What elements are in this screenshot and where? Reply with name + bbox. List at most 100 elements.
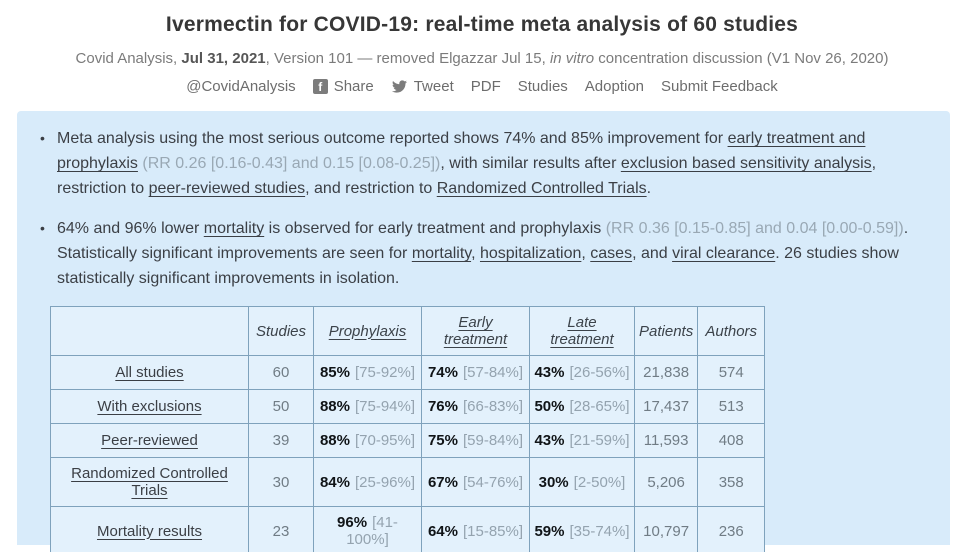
inline-link[interactable]: exclusion based sensitivity analysis bbox=[620, 155, 872, 172]
studies-count: 23 bbox=[248, 506, 314, 552]
column-header-label[interactable]: Late treatment bbox=[550, 314, 614, 348]
improvement-percent: 59% bbox=[534, 522, 565, 540]
column-header-label[interactable]: Prophylaxis bbox=[328, 322, 407, 340]
column-header-label[interactable]: Early treatment bbox=[443, 314, 508, 348]
row-label-link[interactable]: Mortality results bbox=[96, 522, 203, 540]
bullet-text: Meta analysis using the most serious out… bbox=[57, 130, 876, 197]
results-table: Studies Prophylaxis Early treatment Late tr… bbox=[50, 306, 766, 552]
confidence-interval: [41-100%] bbox=[346, 514, 398, 548]
confidence-interval: [15-85%] bbox=[462, 522, 524, 540]
improvement-percent: 88% bbox=[319, 398, 350, 415]
text-segment: (RR 0.36 [0.15-0.85] and 0.04 [0.00-0.59… bbox=[605, 220, 904, 237]
row-label-cell: Randomized Controlled Trials bbox=[50, 457, 249, 507]
subtitle-date: Jul 31, 2021 bbox=[181, 50, 266, 67]
improvement-percent: 43% bbox=[534, 364, 565, 381]
confidence-interval: [70-95%] bbox=[354, 432, 416, 449]
prophylaxis-result: 84% [25-96%] bbox=[313, 457, 422, 507]
authors-count: 358 bbox=[697, 457, 766, 507]
twitter-tweet-link[interactable]: Tweet bbox=[391, 78, 454, 95]
patients-count: 10,797 bbox=[633, 506, 699, 552]
studies-count: 50 bbox=[248, 389, 314, 424]
confidence-interval: [21-59%] bbox=[569, 432, 630, 449]
text-segment: 64% and 96% lower bbox=[57, 220, 204, 237]
improvement-percent: 85% bbox=[319, 364, 350, 381]
inline-link[interactable]: Randomized Controlled Trials bbox=[436, 180, 647, 197]
facebook-share-link[interactable]: f Share bbox=[312, 78, 374, 95]
inline-link[interactable]: mortality bbox=[203, 220, 265, 237]
improvement-percent: 64% bbox=[427, 522, 458, 540]
inline-link[interactable]: viral clearance bbox=[672, 245, 776, 262]
row-label-link[interactable]: All studies bbox=[115, 364, 184, 381]
column-header-early-treatment[interactable]: Early treatment bbox=[421, 306, 530, 356]
column-header-late-treatment[interactable]: Late treatment bbox=[529, 306, 635, 356]
text-segment: , restriction to bbox=[57, 155, 877, 197]
studies-link[interactable]: Studies bbox=[518, 78, 568, 95]
text-segment: . 26 studies show statistically signific… bbox=[57, 245, 899, 287]
inline-link[interactable]: hospitalization bbox=[479, 245, 582, 262]
confidence-interval: [54-76%] bbox=[462, 473, 524, 491]
adoption-link[interactable]: Adoption bbox=[585, 78, 644, 95]
authors-count: 513 bbox=[697, 389, 766, 424]
patients-count: 17,437 bbox=[633, 389, 699, 424]
table-row: With exclusions 50 88% [75-94%] 76% [66-83%] 5… bbox=[50, 389, 766, 424]
improvement-percent: 50% bbox=[534, 398, 565, 415]
inline-link[interactable]: mortality bbox=[411, 245, 472, 262]
covidanalysis-handle-link[interactable]: @CovidAnalysis bbox=[186, 78, 295, 95]
submit-feedback-link[interactable]: Submit Feedback bbox=[661, 78, 778, 95]
early-treatment-result: 74% [57-84%] bbox=[421, 355, 530, 390]
row-label-cell: Mortality results bbox=[50, 506, 249, 552]
inline-link[interactable]: cases bbox=[590, 245, 633, 262]
table-row: All studies 60 85% [75-92%] 74% [57-84%] 43% [2… bbox=[50, 355, 766, 390]
studies-label: Studies bbox=[517, 78, 568, 95]
confidence-interval: [66-83%] bbox=[462, 398, 524, 415]
confidence-interval: [75-94%] bbox=[354, 398, 416, 415]
early-treatment-result: 64% [15-85%] bbox=[421, 506, 530, 552]
text-segment: , and restriction to bbox=[305, 180, 437, 197]
share-label: Share bbox=[333, 78, 374, 95]
subtitle: Covid Analysis, Jul 31, 2021, Version 10… bbox=[0, 50, 964, 67]
column-header-prophylaxis[interactable]: Prophylaxis bbox=[313, 306, 422, 356]
improvement-percent: 43% bbox=[534, 432, 565, 449]
late-treatment-result: 50% [28-65%] bbox=[529, 389, 635, 424]
column-header-authors: Authors bbox=[697, 306, 766, 356]
text-segment: . Statistically significant improvements… bbox=[57, 220, 909, 262]
prophylaxis-result: 96% [41-100%] bbox=[313, 506, 422, 552]
patients-count: 11,593 bbox=[633, 423, 699, 458]
confidence-interval: [59-84%] bbox=[462, 432, 524, 449]
prophylaxis-result: 88% [75-94%] bbox=[313, 389, 422, 424]
subtitle-prefix: Covid Analysis, bbox=[75, 50, 182, 67]
pdf-link[interactable]: PDF bbox=[471, 78, 501, 95]
summary-bullet-2: 64% and 96% lower mortality is observed … bbox=[37, 216, 930, 291]
row-label-link[interactable]: With exclusions bbox=[97, 398, 202, 415]
confidence-interval: [25-96%] bbox=[354, 473, 416, 491]
studies-count: 39 bbox=[248, 423, 314, 458]
table-row: Randomized Controlled Trials 30 84% [25-96%… bbox=[50, 457, 766, 507]
inline-link[interactable]: early treatment and prophylaxis bbox=[57, 130, 866, 172]
pdf-label: PDF bbox=[470, 78, 501, 95]
column-header-label: Authors bbox=[705, 322, 758, 340]
summary-panel: Meta analysis using the most serious out… bbox=[17, 111, 950, 552]
inline-link[interactable]: peer-reviewed studies bbox=[148, 180, 306, 197]
early-treatment-result: 75% [59-84%] bbox=[421, 423, 530, 458]
column-header-studies: Studies bbox=[248, 306, 314, 356]
text-segment: , bbox=[471, 245, 480, 262]
text-segment: is observed for early treatment and prop… bbox=[264, 220, 606, 237]
confidence-interval: [75-92%] bbox=[354, 364, 416, 381]
confidence-interval: [26-56%] bbox=[569, 364, 630, 381]
early-treatment-result: 67% [54-76%] bbox=[421, 457, 530, 507]
text-segment: , with similar results after bbox=[440, 155, 621, 172]
covidanalysis-handle-label: @CovidAnalysis bbox=[186, 78, 296, 95]
summary-bullets: Meta analysis using the most serious out… bbox=[37, 126, 930, 291]
subtitle-italic-term: in vitro bbox=[549, 50, 595, 67]
confidence-interval: [35-74%] bbox=[569, 522, 630, 540]
column-header-label: Patients bbox=[639, 322, 694, 340]
confidence-interval: [2-50%] bbox=[573, 473, 626, 491]
confidence-interval: [28-65%] bbox=[569, 398, 630, 415]
row-label-link[interactable]: Randomized Controlled Trials bbox=[71, 465, 228, 499]
prophylaxis-result: 85% [75-92%] bbox=[313, 355, 422, 390]
row-label-cell: All studies bbox=[50, 355, 249, 390]
row-label-link[interactable]: Peer-reviewed bbox=[101, 432, 198, 449]
adoption-label: Adoption bbox=[584, 78, 645, 95]
text-segment: Meta analysis using the most serious out… bbox=[57, 130, 728, 147]
authors-count: 574 bbox=[697, 355, 766, 390]
